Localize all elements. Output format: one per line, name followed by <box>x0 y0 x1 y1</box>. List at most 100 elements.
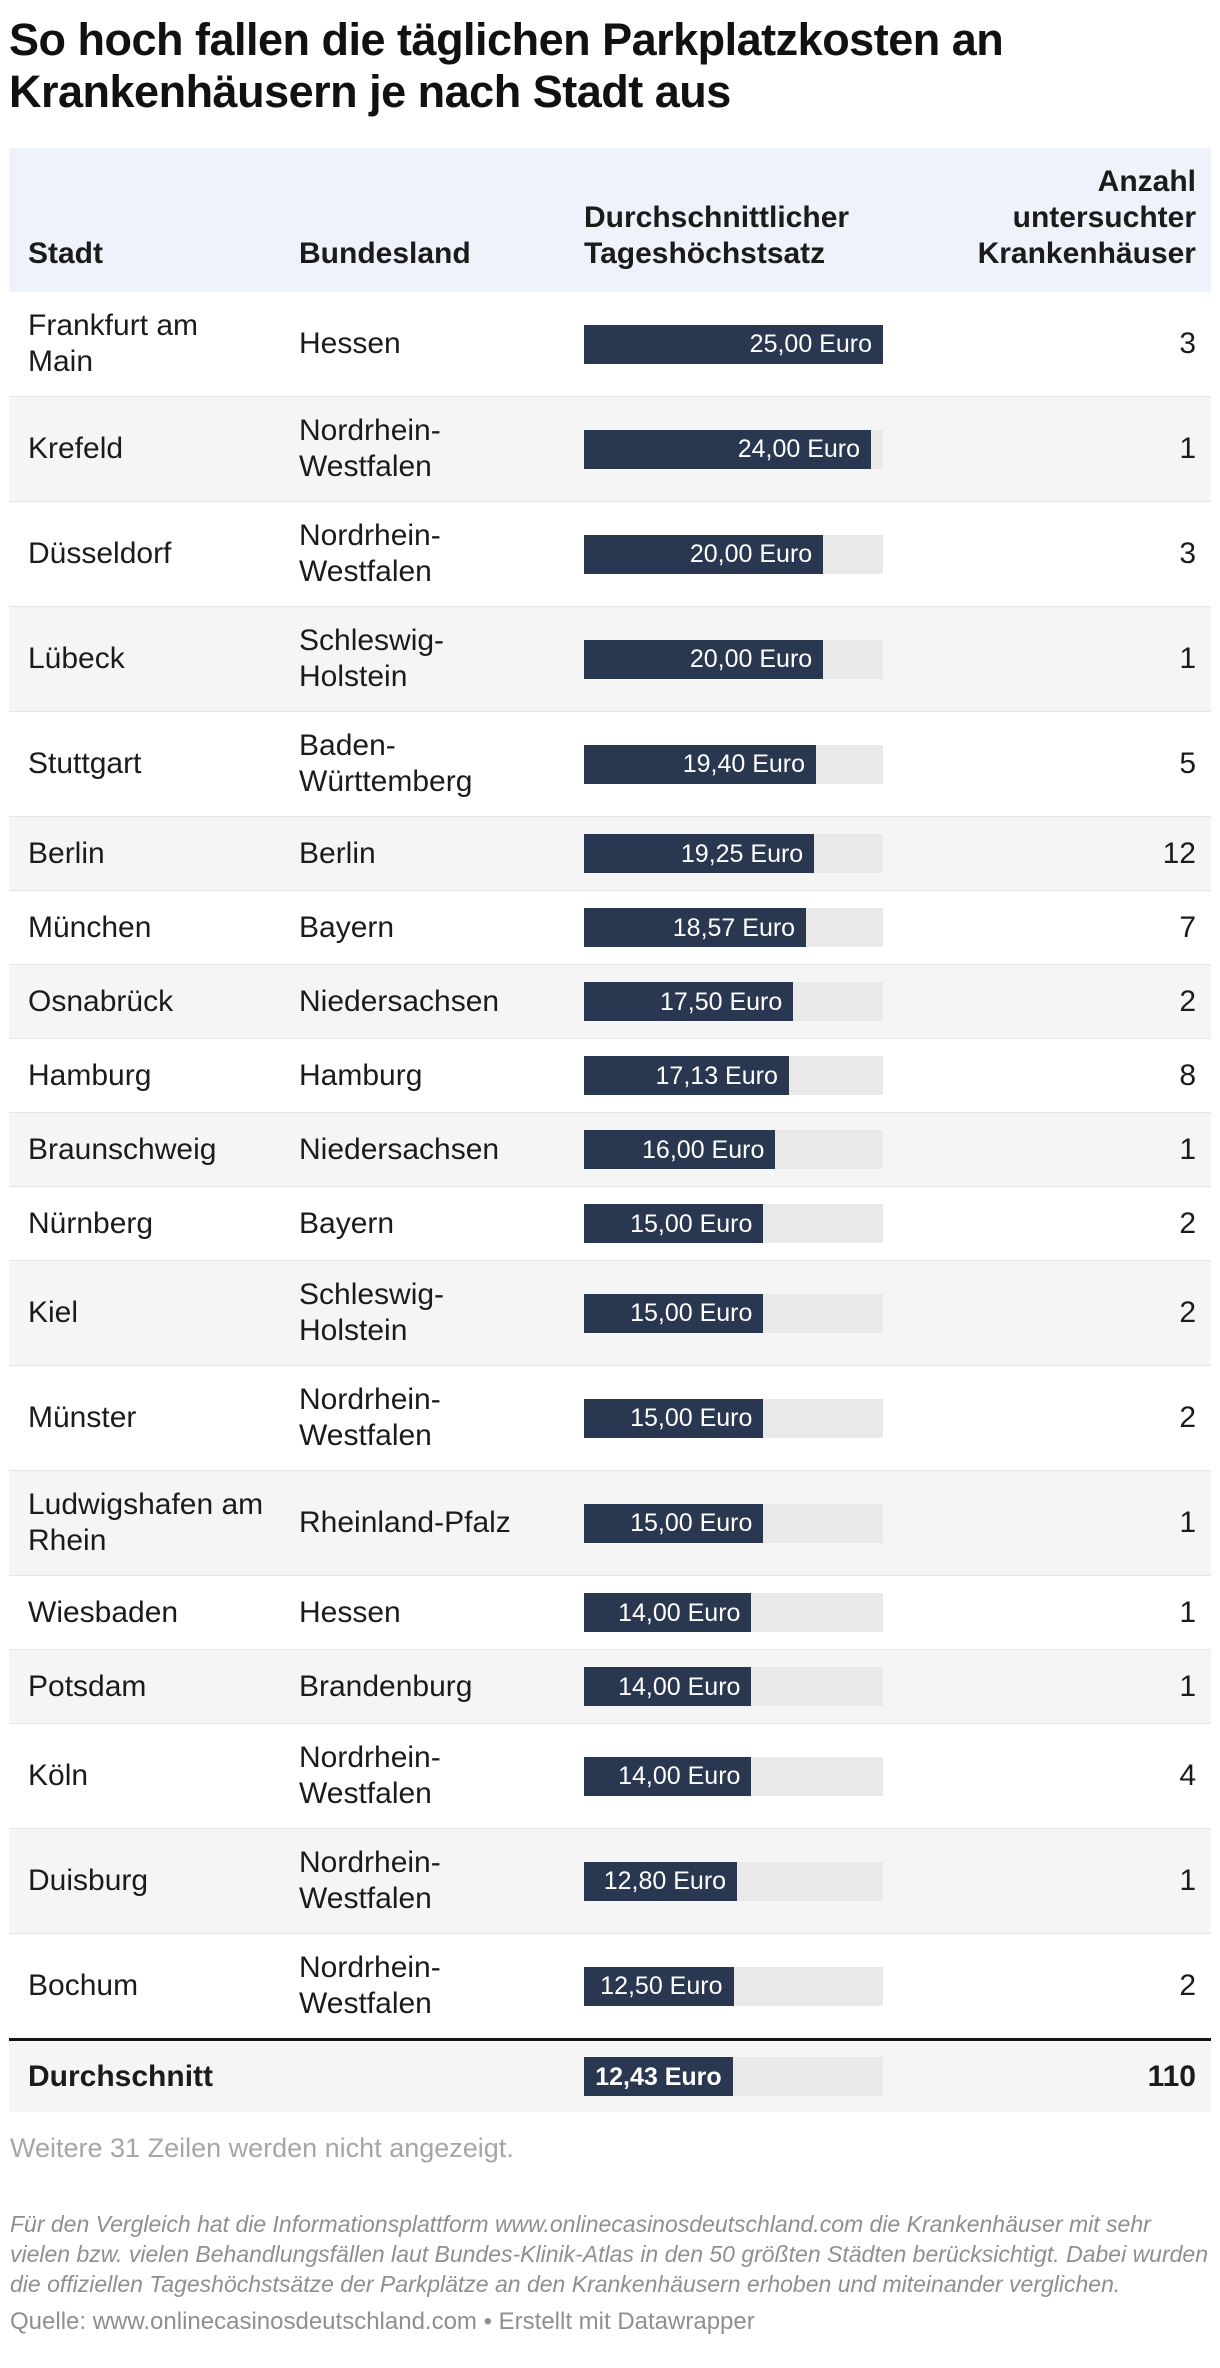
column-header-bundesland: Bundesland <box>299 237 471 271</box>
city-cell: Duisburg <box>28 1864 149 1898</box>
bar-cell: 12,50 Euro <box>584 1966 883 2006</box>
bar-track: 19,40 Euro <box>584 744 883 784</box>
state-cell: Baden-Württemberg <box>299 729 473 799</box>
bar-track: 15,00 Euro <box>584 1398 883 1438</box>
bar-track: 12,43 Euro <box>584 2057 883 2097</box>
bar-value-label: 17,13 Euro <box>655 1061 778 1090</box>
value-bar: 14,00 Euro <box>584 1756 752 1796</box>
bar-cell: 19,25 Euro <box>584 834 883 874</box>
bar-cell: 18,57 Euro <box>584 908 883 948</box>
bar-track: 20,00 Euro <box>584 639 883 679</box>
bar-cell: 15,00 Euro <box>584 1398 883 1438</box>
value-bar: 25,00 Euro <box>584 324 883 364</box>
bar-cell: 15,00 Euro <box>584 1503 883 1543</box>
count-cell: 1 <box>1179 1864 1196 1898</box>
city-cell: Bochum <box>28 1969 139 2003</box>
column-header-tageshoechstsatz: Durchschnittlicher Tageshöchstsatz <box>584 201 850 271</box>
state-cell: Niedersachsen <box>299 1132 500 1166</box>
bar-cell: 24,00 Euro <box>584 429 883 469</box>
chart-title: So hoch fallen die täglichen Parkplatzko… <box>9 14 1004 118</box>
bar-value-label: 16,00 Euro <box>642 1135 765 1164</box>
value-bar: 12,50 Euro <box>584 1966 734 2006</box>
bar-value-label: 25,00 Euro <box>749 330 872 359</box>
bar-cell: 17,13 Euro <box>584 1056 883 1096</box>
bar-track: 12,50 Euro <box>584 1966 883 2006</box>
bar-value-label: 19,40 Euro <box>682 750 806 779</box>
city-cell: Münster <box>28 1401 137 1435</box>
table-row: Osnabrück Niedersachsen 17,50 Euro 2 <box>9 964 1211 1039</box>
table-header-row: Stadt Bundesland Durchschnittlicher Tage… <box>9 148 1211 293</box>
bar-track: 17,13 Euro <box>584 1056 883 1096</box>
value-bar: 14,00 Euro <box>584 1667 752 1707</box>
bar-track: 17,50 Euro <box>584 982 883 1022</box>
bar-cell: 25,00 Euro <box>584 324 883 364</box>
table-row: Stuttgart Baden-Württemberg 19,40 Euro 5 <box>9 711 1211 816</box>
bar-cell: 14,00 Euro <box>584 1667 883 1707</box>
city-cell: Potsdam <box>28 1669 147 1703</box>
city-cell: Lübeck <box>28 642 125 676</box>
bar-cell: 16,00 Euro <box>584 1130 883 1170</box>
bar-track: 15,00 Euro <box>584 1204 883 1244</box>
table-row: Bochum Nordrhein-Westfalen 12,50 Euro 2 <box>9 1933 1211 2038</box>
bar-cell: 14,00 Euro <box>584 1756 883 1796</box>
count-cell: 1 <box>1179 642 1196 676</box>
city-cell: Durchschnitt <box>28 2059 214 2093</box>
count-cell: 2 <box>1179 1401 1196 1435</box>
count-cell: 2 <box>1179 1296 1196 1330</box>
city-cell: München <box>28 910 152 944</box>
bar-track: 12,80 Euro <box>584 1861 883 1901</box>
table-row: Duisburg Nordrhein-Westfalen 12,80 Euro 1 <box>9 1828 1211 1934</box>
value-bar: 16,00 Euro <box>584 1130 776 1170</box>
value-bar: 12,80 Euro <box>584 1861 738 1901</box>
source-line: Quelle: www.onlinecasinosdeutschland.com… <box>10 2308 755 2336</box>
state-cell: Nordrhein-Westfalen <box>299 1846 441 1916</box>
city-cell: Osnabrück <box>28 984 174 1018</box>
city-cell: Kiel <box>28 1296 79 1330</box>
count-cell: 1 <box>1179 1669 1196 1703</box>
state-cell: Berlin <box>299 836 376 870</box>
bar-track: 14,00 Euro <box>584 1593 883 1633</box>
count-cell: 1 <box>1179 1132 1196 1166</box>
count-cell: 1 <box>1179 1506 1196 1540</box>
column-header-stadt: Stadt <box>28 237 103 271</box>
state-cell: Nordrhein-Westfalen <box>299 1383 441 1453</box>
value-bar: 20,00 Euro <box>584 534 824 574</box>
city-cell: Hamburg <box>28 1058 152 1092</box>
bar-track: 15,00 Euro <box>584 1503 883 1543</box>
bar-track: 14,00 Euro <box>584 1756 883 1796</box>
city-cell: Braunschweig <box>28 1132 217 1166</box>
state-cell: Hamburg <box>299 1058 423 1092</box>
bar-track: 19,25 Euro <box>584 834 883 874</box>
bar-cell: 15,00 Euro <box>584 1293 883 1333</box>
state-cell: Nordrhein-Westfalen <box>299 1741 441 1811</box>
city-cell: Krefeld <box>28 432 124 466</box>
bar-cell: 20,00 Euro <box>584 534 883 574</box>
state-cell: Schleswig-Holstein <box>299 624 445 694</box>
value-bar: 20,00 Euro <box>584 639 824 679</box>
table-row: Kiel Schleswig-Holstein 15,00 Euro 2 <box>9 1260 1211 1366</box>
count-cell: 5 <box>1179 747 1196 781</box>
value-bar: 14,00 Euro <box>584 1593 752 1633</box>
state-cell: Niedersachsen <box>299 984 500 1018</box>
bar-cell: 12,43 Euro <box>584 2057 883 2097</box>
city-cell: Düsseldorf <box>28 537 172 571</box>
city-cell: Köln <box>28 1759 89 1793</box>
value-bar: 17,50 Euro <box>584 982 794 1022</box>
bar-value-label: 12,43 Euro <box>595 2062 722 2091</box>
bar-value-label: 14,00 Euro <box>618 1598 741 1627</box>
bar-value-label: 15,00 Euro <box>630 1509 753 1538</box>
table-row: Braunschweig Niedersachsen 16,00 Euro 1 <box>9 1112 1211 1187</box>
state-cell: Brandenburg <box>299 1669 473 1703</box>
state-cell: Bayern <box>299 910 395 944</box>
bar-cell: 17,50 Euro <box>584 982 883 1022</box>
bar-value-label: 12,50 Euro <box>600 1972 723 2001</box>
city-cell: Frankfurt am Main <box>28 309 199 379</box>
table-row: Münster Nordrhein-Westfalen 15,00 Euro 2 <box>9 1365 1211 1470</box>
state-cell: Bayern <box>299 1206 395 1240</box>
bar-cell: 12,80 Euro <box>584 1861 883 1901</box>
state-cell: Nordrhein-Westfalen <box>299 1951 441 2021</box>
bar-value-label: 15,00 Euro <box>630 1209 753 1238</box>
bar-value-label: 15,00 Euro <box>630 1299 753 1328</box>
bar-track: 24,00 Euro <box>584 429 883 469</box>
